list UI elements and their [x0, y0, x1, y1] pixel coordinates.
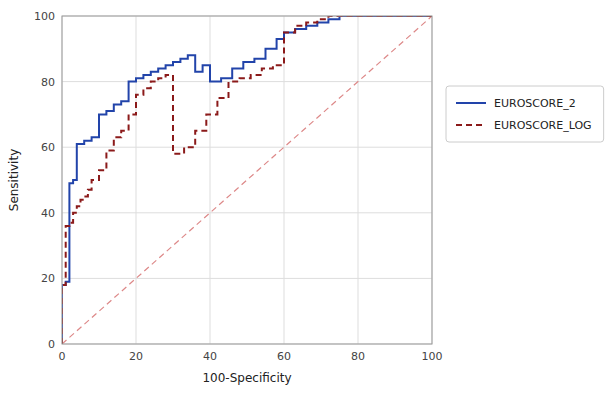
x-axis-label: 100-Specificity: [202, 371, 291, 385]
x-grid-line: [284, 16, 285, 344]
y-grid-line: [62, 147, 432, 148]
x-tick-label: 20: [129, 350, 143, 363]
y-tick-label: 40: [41, 207, 55, 220]
y-tick-label: 20: [41, 272, 55, 285]
reference-line: [62, 16, 432, 344]
y-tick-label: 60: [41, 141, 55, 154]
y-tick-label: 0: [48, 338, 55, 351]
x-tick-label: 80: [351, 350, 365, 363]
y-tick-label: 80: [41, 76, 55, 89]
x-grid-line: [358, 16, 359, 344]
y-grid-line: [62, 212, 432, 213]
y-grid-line: [62, 81, 432, 82]
x-tick-label: 100: [422, 350, 443, 363]
y-tick-label: 100: [34, 10, 55, 23]
x-tick-label: 40: [203, 350, 217, 363]
series-line: [62, 16, 432, 344]
legend: EUROSCORE_2 EUROSCORE_LOG: [446, 86, 604, 142]
legend-label: EUROSCORE_2: [494, 97, 576, 110]
y-axis-label: Sensitivity: [7, 149, 21, 211]
legend-box: [446, 86, 604, 142]
plot-area: [62, 16, 432, 344]
legend-swatch: [456, 102, 486, 104]
chart: 0 20 40 60 80 100 0 20 40 60 80 100 100-Specificity S…: [0, 0, 613, 394]
plot-frame: [62, 16, 432, 344]
y-grid-line: [62, 278, 432, 279]
legend-label: EUROSCORE_LOG: [494, 119, 592, 132]
x-tick-label: 60: [277, 350, 291, 363]
x-grid-line: [136, 16, 137, 344]
grid: [62, 16, 432, 344]
legend-swatch: [456, 124, 486, 126]
x-tick-label: 0: [59, 350, 66, 363]
series-line: [62, 16, 432, 344]
